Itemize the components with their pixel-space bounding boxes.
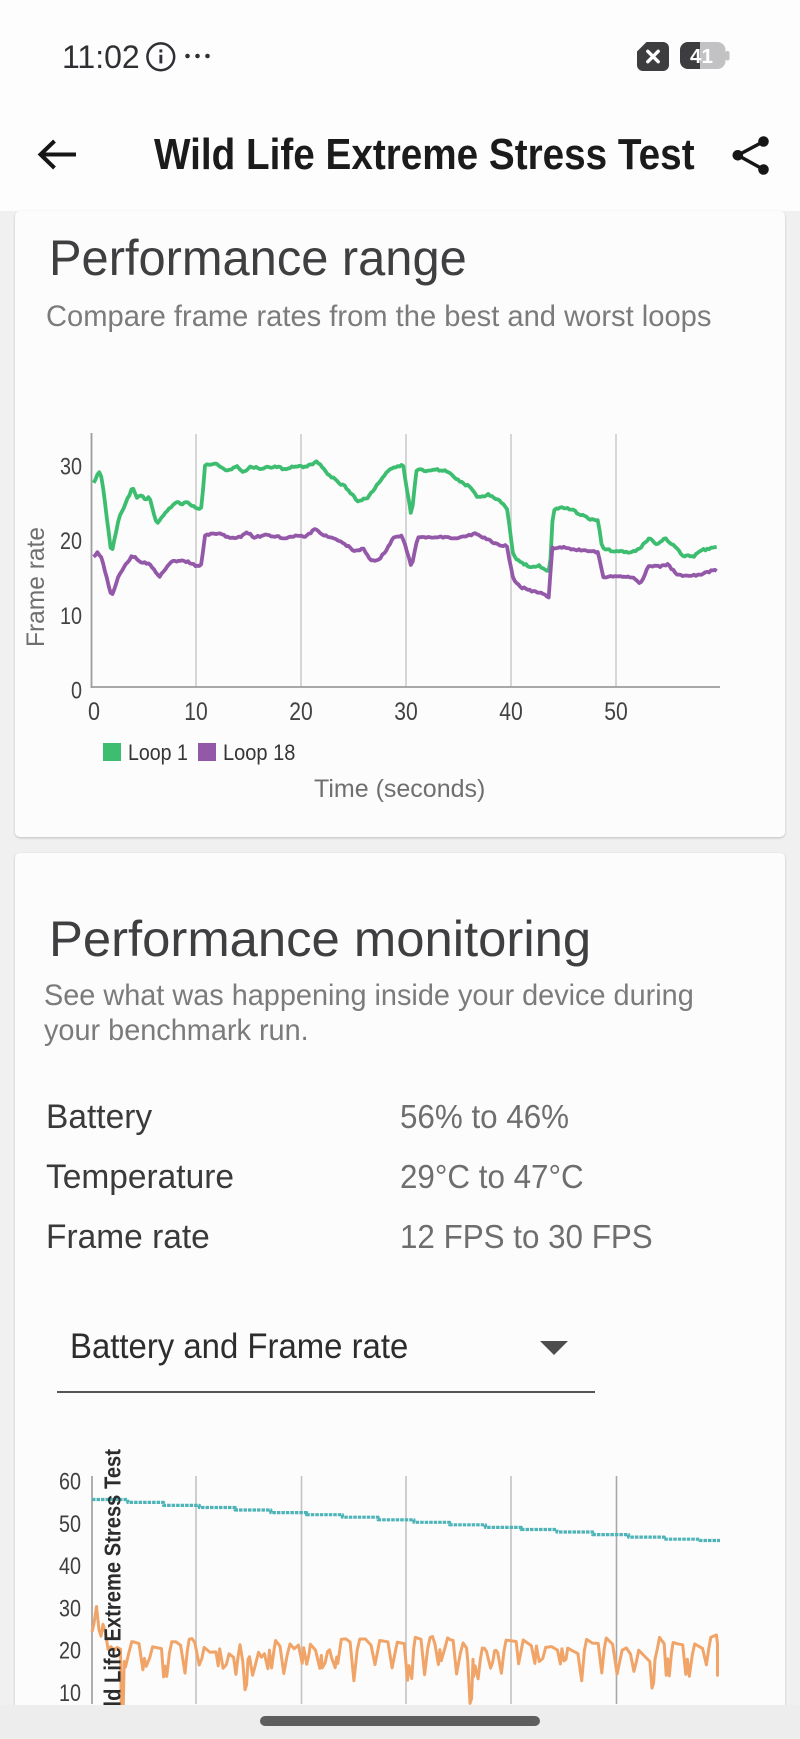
svg-text:10: 10: [184, 698, 208, 726]
svg-text:30: 30: [59, 1595, 81, 1622]
svg-text:41: 41: [690, 46, 713, 68]
svg-text:0: 0: [88, 698, 100, 726]
svg-text:Wild Life Extreme Stress Test: Wild Life Extreme Stress Test: [100, 1449, 126, 1706]
svg-text:50: 50: [59, 1511, 81, 1538]
svg-text:30: 30: [394, 698, 418, 726]
svg-text:60: 60: [59, 1469, 81, 1496]
svg-text:40: 40: [59, 1553, 81, 1580]
svg-text:40: 40: [499, 698, 523, 726]
svg-text:50: 50: [604, 698, 628, 726]
svg-text:10: 10: [59, 1680, 81, 1706]
svg-text:10: 10: [60, 603, 82, 630]
svg-text:30: 30: [60, 454, 82, 481]
svg-text:0: 0: [71, 678, 82, 705]
svg-text:20: 20: [59, 1638, 81, 1665]
svg-text:Frame rate: Frame rate: [22, 527, 50, 647]
svg-text:20: 20: [60, 528, 82, 555]
svg-text:20: 20: [289, 698, 313, 726]
